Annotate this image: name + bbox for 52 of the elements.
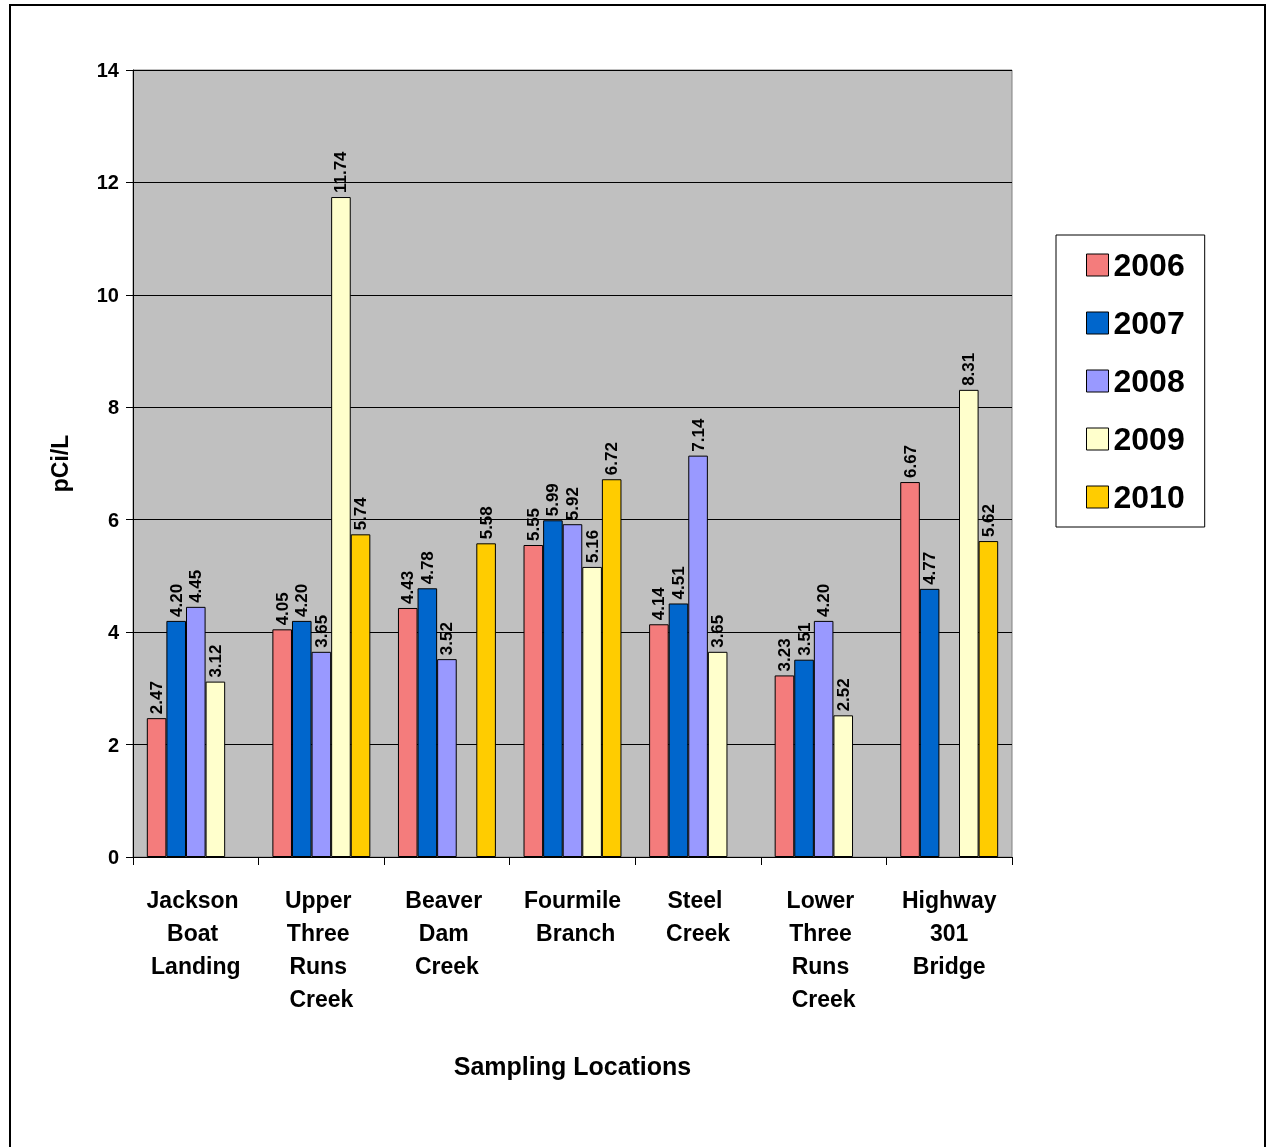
data-label: 2.52 xyxy=(833,678,853,712)
x-tick-label: Jackson Boat Landing xyxy=(146,886,246,979)
data-label: 5.58 xyxy=(476,506,496,540)
data-label: 3.65 xyxy=(708,614,728,648)
data-label: 4.05 xyxy=(272,592,292,626)
data-label: 4.20 xyxy=(166,583,186,617)
x-tick-label: Steel Creek xyxy=(666,886,731,946)
x-tick-label: Fourmile Branch xyxy=(523,886,622,946)
legend-label: 2006 xyxy=(1113,247,1185,283)
data-label: 4.43 xyxy=(398,570,418,604)
data-label: 4.45 xyxy=(186,569,206,603)
data-label: 3.51 xyxy=(794,622,814,656)
data-label: 11.74 xyxy=(331,150,351,194)
data-label: 3.65 xyxy=(311,614,331,648)
y-tick-label: 4 xyxy=(107,621,120,644)
data-label: 5.55 xyxy=(523,507,543,542)
data-label: 5.99 xyxy=(543,483,563,517)
data-label: 5.62 xyxy=(978,503,998,538)
data-label: 4.14 xyxy=(649,586,669,621)
y-tick-label: 8 xyxy=(107,396,119,419)
y-tick-label: 0 xyxy=(107,846,119,868)
y-tick-label: 10 xyxy=(96,283,119,306)
data-label: 4.20 xyxy=(814,583,834,617)
data-label: 4.77 xyxy=(920,551,940,585)
data-label: 2.47 xyxy=(147,681,167,715)
y-axis-title: pCi/L xyxy=(46,434,73,493)
x-tick-label: Beaver Dam Creek xyxy=(405,886,489,979)
legend-label: 2008 xyxy=(1113,363,1185,399)
x-tick-label: Highway 301 Bridge xyxy=(901,886,997,979)
y-tick-label: 14 xyxy=(96,59,120,81)
data-label: 6.72 xyxy=(602,442,622,476)
data-label: 3.23 xyxy=(774,638,794,672)
data-label: 3.12 xyxy=(205,644,225,678)
data-label: 7.14 xyxy=(688,418,708,452)
data-label: 3.52 xyxy=(437,622,457,656)
legend-label: 2007 xyxy=(1113,305,1185,341)
x-tick-label: Lower Three Runs Creek xyxy=(786,886,861,1012)
data-label: 4.78 xyxy=(417,551,437,585)
y-tick-label: 6 xyxy=(107,508,119,531)
legend-label: 2010 xyxy=(1113,479,1185,515)
data-label: 5.74 xyxy=(351,496,371,531)
data-label: 5.92 xyxy=(563,487,582,521)
y-tick-label: 12 xyxy=(96,171,119,194)
data-label: 4.20 xyxy=(292,583,312,617)
x-axis-title: Sampling Locations xyxy=(453,1051,692,1080)
legend-label: 2009 xyxy=(1113,421,1185,457)
data-label: 8.31 xyxy=(959,352,979,386)
data-label: 5.16 xyxy=(582,529,602,563)
data-label: 6.67 xyxy=(900,444,920,479)
x-tick-label: Upper Three Runs Creek xyxy=(284,886,358,1012)
data-label: 4.51 xyxy=(668,566,688,600)
y-tick-label: 2 xyxy=(107,733,119,756)
